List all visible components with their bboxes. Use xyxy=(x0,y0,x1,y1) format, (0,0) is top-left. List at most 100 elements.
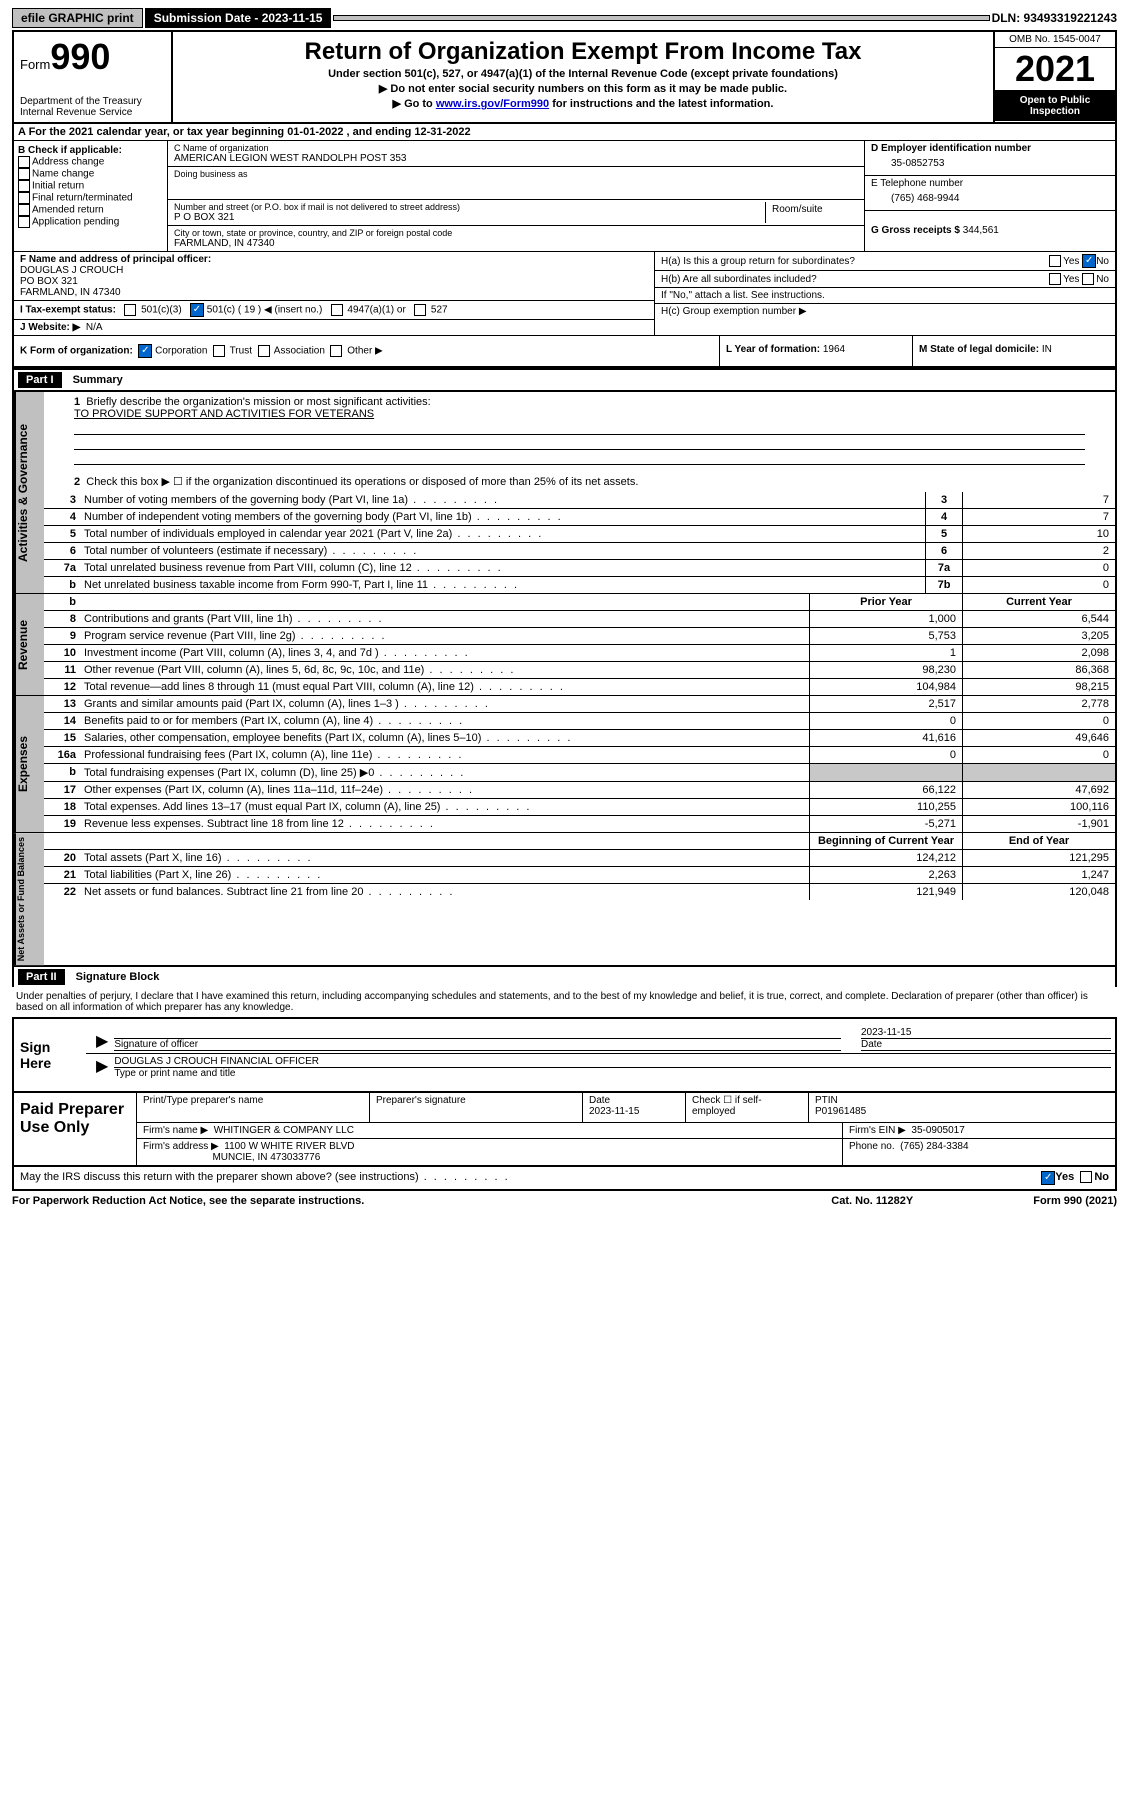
officer-addr1: PO BOX 321 xyxy=(20,276,78,287)
line-text: Other revenue (Part VIII, column (A), li… xyxy=(80,662,809,678)
b-label: B Check if applicable: xyxy=(18,145,163,156)
current-value: 3,205 xyxy=(962,628,1115,644)
h-b-row: H(b) Are all subordinates included? Yes … xyxy=(655,271,1115,288)
opt-527: 527 xyxy=(431,305,448,316)
hc-label: H(c) Group exemption number ▶ xyxy=(655,304,1115,319)
line-text: Investment income (Part VIII, column (A)… xyxy=(80,645,809,661)
chk-corp[interactable]: ✓ xyxy=(138,344,152,358)
vtab-revenue: Revenue xyxy=(14,594,44,695)
org-address: P O BOX 321 xyxy=(174,212,765,223)
line-num: 19 xyxy=(44,816,80,832)
chk-address-change[interactable]: Address change xyxy=(18,156,163,168)
tel-label: E Telephone number xyxy=(871,178,1109,189)
rev-hdr-blank: b xyxy=(44,594,80,610)
opt-501c3: 501(c)(3) xyxy=(141,305,182,316)
opt-corp: Corporation xyxy=(155,346,207,357)
ha-yes[interactable] xyxy=(1049,255,1061,267)
chk-amended[interactable]: Amended return xyxy=(18,204,163,216)
phone-label: Phone no. xyxy=(849,1141,895,1152)
line-num: 18 xyxy=(44,799,80,815)
line-value: 0 xyxy=(962,560,1115,576)
self-employed-check[interactable]: Check ☐ if self-employed xyxy=(686,1093,809,1122)
irs-link[interactable]: www.irs.gov/Form990 xyxy=(436,98,549,110)
opt-other: Other ▶ xyxy=(347,346,382,357)
tel-value: (765) 468-9944 xyxy=(871,189,1109,208)
line-text: Professional fundraising fees (Part IX, … xyxy=(80,747,809,763)
hb-yes[interactable] xyxy=(1049,273,1061,285)
ha-yes-label: Yes xyxy=(1063,256,1079,267)
data-line: bTotal fundraising expenses (Part IX, co… xyxy=(44,764,1115,782)
l-label: L Year of formation: xyxy=(726,344,823,355)
dept-treasury: Department of the Treasury xyxy=(20,96,165,107)
irs-label: Internal Revenue Service xyxy=(20,107,165,118)
may-irs-no[interactable] xyxy=(1080,1171,1092,1183)
line-text: Total expenses. Add lines 13–17 (must eq… xyxy=(80,799,809,815)
prep-date-value: 2023-11-15 xyxy=(589,1106,679,1117)
hb-no[interactable] xyxy=(1082,273,1094,285)
chk-trust[interactable] xyxy=(213,345,225,357)
paid-preparer-section: Paid Preparer Use Only Print/Type prepar… xyxy=(12,1093,1117,1167)
chk-application[interactable]: Application pending xyxy=(18,216,163,228)
sig-date-value: 2023-11-15 xyxy=(861,1027,1111,1038)
chk-4947[interactable] xyxy=(331,304,343,316)
line-text: Number of voting members of the governin… xyxy=(80,492,925,508)
mission-text: TO PROVIDE SUPPORT AND ACTIVITIES FOR VE… xyxy=(74,408,1085,420)
line-box: 5 xyxy=(925,526,962,542)
firm-ein-label: Firm's EIN ▶ xyxy=(849,1125,906,1136)
tax-year: 2021 xyxy=(995,48,1115,91)
data-line: 17Other expenses (Part IX, column (A), l… xyxy=(44,782,1115,799)
form-990-num: 990 xyxy=(50,36,110,77)
prior-value: 0 xyxy=(809,713,962,729)
footer-right: Form 990 (2021) xyxy=(1033,1195,1117,1207)
prior-year-header: Prior Year xyxy=(809,594,962,610)
chk-other[interactable] xyxy=(330,345,342,357)
part-i-header: Part I Summary xyxy=(12,368,1117,390)
open-public-badge: Open to Public Inspection xyxy=(995,91,1115,121)
firm-addr-label: Firm's address ▶ xyxy=(143,1141,219,1152)
ha-no[interactable]: ✓ xyxy=(1082,254,1096,268)
may-irs-yes[interactable]: ✓ xyxy=(1041,1171,1055,1185)
may-no-label: No xyxy=(1094,1171,1109,1185)
org-name: AMERICAN LEGION WEST RANDOLPH POST 353 xyxy=(174,153,858,164)
ha-no-label: No xyxy=(1096,256,1109,267)
net-header-row: Beginning of Current Year End of Year xyxy=(44,833,1115,850)
ptin-value: P01961485 xyxy=(815,1106,1109,1117)
prior-value: 104,984 xyxy=(809,679,962,695)
line-num: 6 xyxy=(44,543,80,559)
line-num: b xyxy=(44,764,80,781)
line-text: Grants and similar amounts paid (Part IX… xyxy=(80,696,809,712)
chk-assoc[interactable] xyxy=(258,345,270,357)
ein-value: 35-0852753 xyxy=(871,154,1109,173)
line-num: 8 xyxy=(44,611,80,627)
line-box: 6 xyxy=(925,543,962,559)
chk-name-change[interactable]: Name change xyxy=(18,168,163,180)
data-line: 8Contributions and grants (Part VIII, li… xyxy=(44,611,1115,628)
arrow-icon: ▶ xyxy=(90,1031,114,1051)
line-box: 3 xyxy=(925,492,962,508)
gov-line: 7aTotal unrelated business revenue from … xyxy=(44,560,1115,577)
chk-501c[interactable]: ✓ xyxy=(190,303,204,317)
prior-value: 0 xyxy=(809,747,962,763)
top-bar: efile GRAPHIC print Submission Date - 20… xyxy=(12,8,1117,28)
opt-501c: 501(c) ( 19 ) ◀ (insert no.) xyxy=(207,305,323,316)
line-text: Program service revenue (Part VIII, line… xyxy=(80,628,809,644)
efile-button[interactable]: efile GRAPHIC print xyxy=(12,8,143,28)
chk-initial-return[interactable]: Initial return xyxy=(18,180,163,192)
line-num: 13 xyxy=(44,696,80,712)
opt-initial: Initial return xyxy=(32,181,84,192)
line-value: 10 xyxy=(962,526,1115,542)
data-line: 22Net assets or fund balances. Subtract … xyxy=(44,884,1115,900)
may-irs-text: May the IRS discuss this return with the… xyxy=(20,1171,1041,1185)
line-box: 7a xyxy=(925,560,962,576)
line-text: Total revenue—add lines 8 through 11 (mu… xyxy=(80,679,809,695)
sign-here-section: Sign Here ▶ Signature of officer 2023-11… xyxy=(12,1017,1117,1093)
chk-final-return[interactable]: Final return/terminated xyxy=(18,192,163,204)
line-text: Other expenses (Part IX, column (A), lin… xyxy=(80,782,809,798)
prep-sig-label: Preparer's signature xyxy=(370,1093,583,1122)
chk-527[interactable] xyxy=(414,304,426,316)
chk-501c3[interactable] xyxy=(124,304,136,316)
line-box: 4 xyxy=(925,509,962,525)
row-a-text: A For the 2021 calendar year, or tax yea… xyxy=(18,126,471,138)
line-text: Total number of volunteers (estimate if … xyxy=(80,543,925,559)
hb-label: H(b) Are all subordinates included? xyxy=(661,274,1049,285)
